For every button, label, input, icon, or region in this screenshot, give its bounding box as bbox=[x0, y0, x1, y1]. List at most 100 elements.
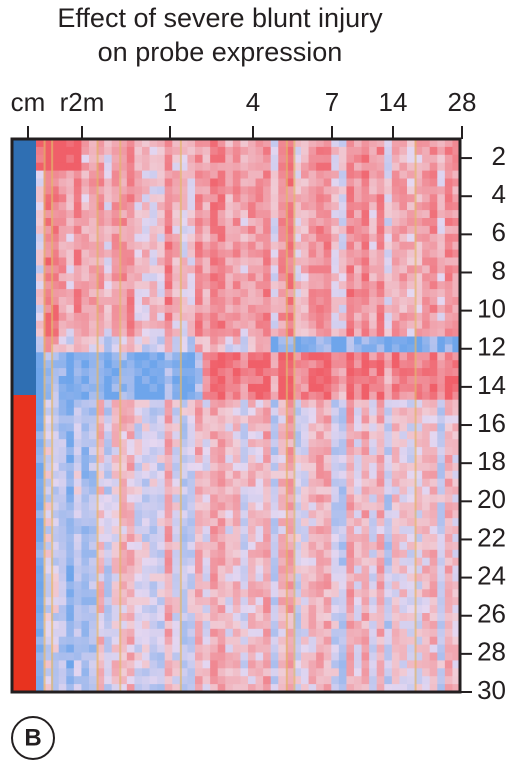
heat-cell bbox=[104, 518, 113, 527]
heat-cell bbox=[126, 628, 136, 638]
heat-cell bbox=[142, 320, 151, 330]
heat-cell bbox=[142, 186, 151, 195]
heat-cell bbox=[255, 620, 264, 630]
heat-cell bbox=[43, 218, 52, 227]
heat-cell bbox=[263, 289, 272, 298]
heat-cell bbox=[149, 597, 158, 606]
heat-cell bbox=[58, 486, 67, 496]
heat-cell bbox=[210, 620, 219, 630]
heat-cell bbox=[126, 391, 136, 401]
heat-cell bbox=[437, 557, 446, 567]
heat-cell bbox=[58, 510, 67, 519]
heat-cell bbox=[157, 486, 166, 496]
heat-cell bbox=[195, 170, 204, 180]
heat-cell bbox=[210, 233, 219, 243]
heat-cell bbox=[422, 249, 431, 259]
heat-cell bbox=[217, 344, 226, 353]
heat-cell bbox=[149, 502, 158, 511]
heat-cell bbox=[248, 202, 257, 211]
heat-cell bbox=[308, 257, 317, 266]
heat-cell bbox=[179, 628, 189, 638]
heat-cell bbox=[134, 478, 143, 488]
heat-cell bbox=[217, 289, 226, 298]
heat-cell bbox=[111, 652, 120, 661]
heat-cell bbox=[399, 526, 408, 535]
heat-cell bbox=[346, 455, 355, 464]
heat-cell bbox=[195, 194, 204, 203]
heat-cell bbox=[323, 684, 332, 693]
heat-cell bbox=[384, 415, 393, 424]
heat-streak bbox=[293, 139, 296, 692]
heat-streak bbox=[179, 139, 182, 692]
heat-cell bbox=[195, 589, 204, 598]
heat-cell bbox=[308, 526, 317, 535]
heat-cell bbox=[179, 620, 189, 630]
heat-cell bbox=[452, 439, 461, 448]
heat-cell bbox=[399, 289, 408, 298]
heat-cell bbox=[157, 265, 166, 274]
heat-cell bbox=[429, 281, 438, 290]
heat-cell bbox=[142, 597, 151, 606]
heat-cell bbox=[210, 289, 219, 298]
heat-cell bbox=[195, 162, 204, 172]
heat-cell bbox=[361, 249, 370, 259]
heat-cell bbox=[36, 225, 45, 235]
heat-cell bbox=[331, 249, 340, 259]
heat-cell bbox=[399, 660, 408, 669]
heat-cell bbox=[444, 225, 454, 235]
heat-cell bbox=[452, 462, 461, 472]
heat-cell bbox=[195, 407, 204, 417]
heat-cell bbox=[232, 312, 242, 322]
heat-cell bbox=[142, 202, 151, 211]
heat-cell bbox=[414, 486, 423, 496]
title-line: on probe expression bbox=[98, 37, 343, 67]
heat-cell bbox=[422, 328, 431, 338]
heat-cell bbox=[384, 581, 393, 590]
heat-cell bbox=[316, 455, 325, 464]
heat-cell bbox=[164, 494, 173, 503]
heat-cell bbox=[157, 233, 166, 243]
heat-cell bbox=[134, 684, 143, 693]
heat-cell bbox=[308, 210, 317, 219]
heat-cell bbox=[376, 431, 385, 440]
heat-cell bbox=[179, 439, 189, 448]
heat-cell bbox=[338, 376, 348, 385]
heat-cell bbox=[316, 581, 325, 590]
heat-cell bbox=[164, 241, 173, 251]
heat-cell bbox=[81, 352, 90, 361]
heat-cell bbox=[202, 439, 211, 448]
heat-cell bbox=[285, 312, 295, 322]
heat-cell bbox=[429, 676, 438, 685]
heat-cell bbox=[369, 218, 378, 227]
heat-cell bbox=[36, 391, 45, 401]
heat-cell bbox=[202, 241, 211, 251]
heat-cell bbox=[407, 368, 416, 377]
heat-cell bbox=[126, 368, 136, 377]
heat-cell bbox=[149, 676, 158, 685]
heat-cell bbox=[232, 423, 242, 432]
heat-cell bbox=[407, 652, 416, 661]
heat-cell bbox=[225, 328, 234, 338]
heat-cell bbox=[354, 684, 363, 693]
heat-cell bbox=[437, 660, 446, 669]
heat-cell bbox=[172, 502, 181, 511]
heat-cell bbox=[338, 589, 348, 598]
heat-cell bbox=[73, 597, 83, 606]
heat-cell bbox=[126, 297, 136, 306]
heat-cell bbox=[126, 225, 136, 235]
heat-cell bbox=[81, 462, 90, 472]
heat-cell bbox=[36, 652, 45, 661]
heat-cell bbox=[384, 210, 393, 219]
heat-cell bbox=[437, 225, 446, 235]
heat-cell bbox=[422, 447, 431, 456]
heat-cell bbox=[172, 312, 181, 322]
heat-cell bbox=[119, 376, 128, 385]
heat-cell bbox=[134, 194, 143, 203]
heat-cell bbox=[369, 352, 378, 361]
y-tick-label: 12 bbox=[477, 332, 506, 362]
heat-cell bbox=[232, 289, 242, 298]
heat-cell bbox=[369, 368, 378, 377]
heat-cell bbox=[308, 565, 317, 575]
heat-cell bbox=[157, 660, 166, 669]
heat-cell bbox=[361, 636, 370, 646]
